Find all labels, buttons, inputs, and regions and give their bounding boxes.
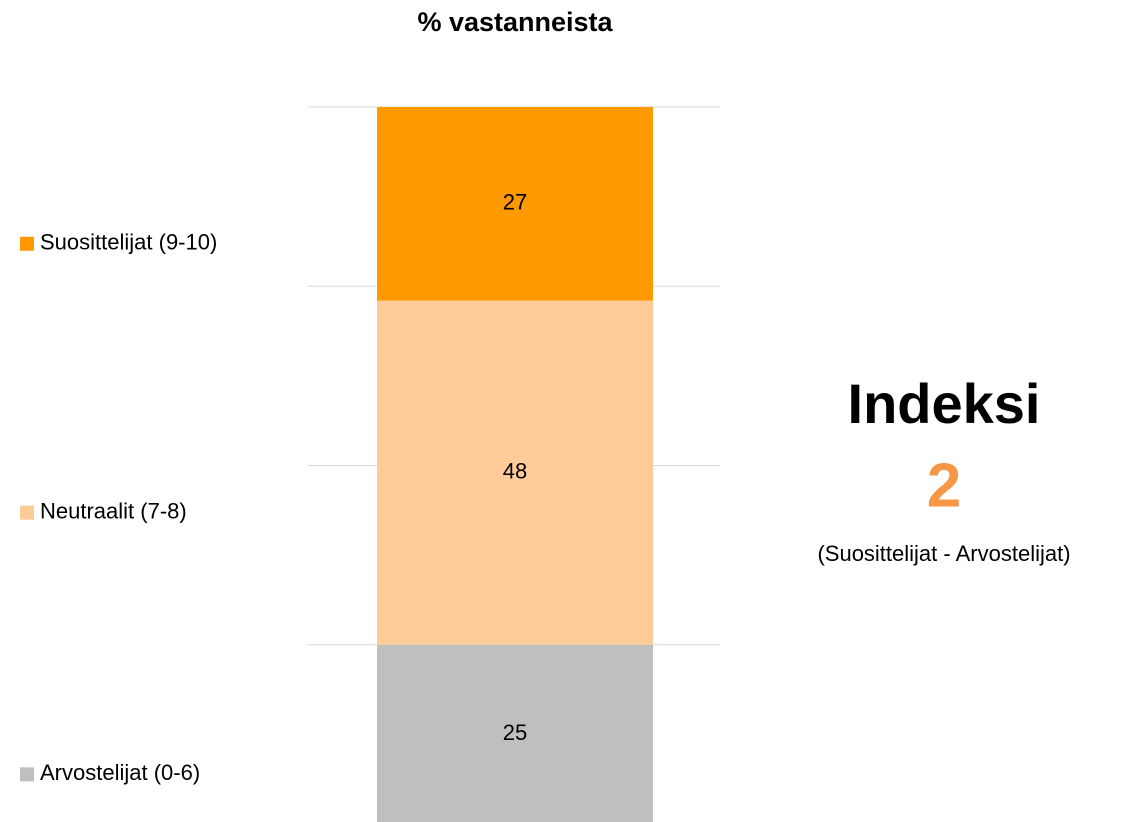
legend-label: Arvostelijat (0-6) xyxy=(40,760,200,785)
data-label: 48 xyxy=(503,458,527,483)
bar-segment xyxy=(377,107,653,301)
data-label: 27 xyxy=(503,190,527,215)
index-title: Indeksi xyxy=(848,372,1041,435)
data-label: 25 xyxy=(503,720,527,745)
bar-segment xyxy=(377,300,653,645)
legend-label: Suosittelijat (9-10) xyxy=(40,230,217,255)
bar-segment xyxy=(377,644,653,822)
legend-swatch xyxy=(20,505,34,520)
index-value: 2 xyxy=(927,451,961,520)
chart-title: % vastanneista xyxy=(417,7,613,37)
legend-swatch xyxy=(20,767,34,782)
index-note: (Suosittelijat - Arvostelijat) xyxy=(817,541,1070,566)
legend-label: Neutraalit (7-8) xyxy=(40,498,187,523)
legend-swatch xyxy=(20,236,34,251)
